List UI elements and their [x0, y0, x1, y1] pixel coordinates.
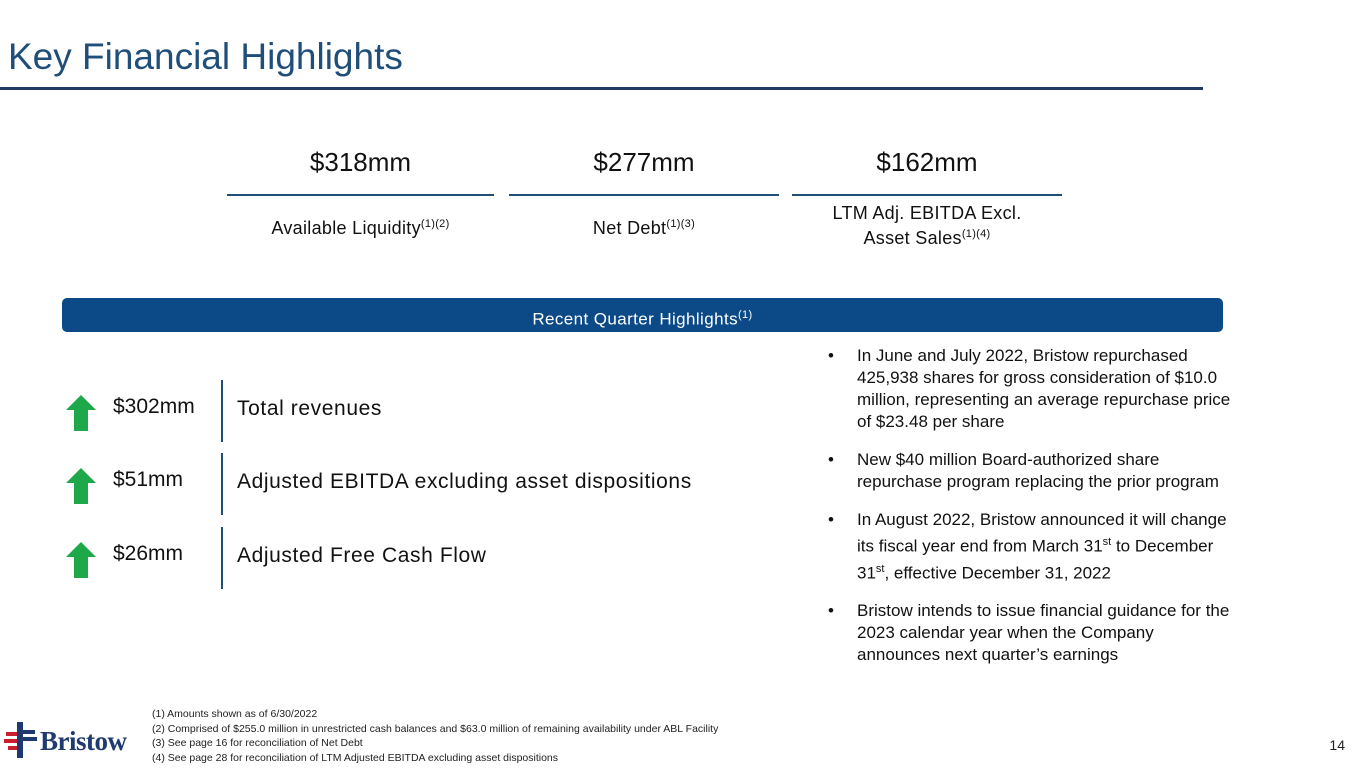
recent-quarter-banner: Recent Quarter Highlights(1) — [62, 298, 1223, 332]
bristow-logo: Bristow — [4, 722, 140, 762]
page-number: 14 — [1329, 737, 1345, 753]
up-arrow-icon — [66, 395, 96, 431]
metric-divider — [792, 194, 1062, 196]
footnote: (3) See page 16 for reconciliation of Ne… — [152, 737, 363, 749]
highlight-total-revenues: $302mm Total revenues — [66, 380, 426, 442]
highlight-label: Total revenues — [237, 397, 382, 420]
logo-wordmark: Bristow — [40, 726, 127, 756]
metric-ltm-adj-ebitda: $162mm LTM Adj. EBITDA Excl. Asset Sales… — [792, 144, 1062, 249]
bristow-flag-icon — [4, 722, 37, 758]
page-title: Key Financial Highlights — [8, 36, 403, 77]
metric-available-liquidity: $318mm Available Liquidity(1)(2) — [227, 144, 494, 239]
bullet-item: In June and July 2022, Bristow repurchas… — [826, 345, 1236, 433]
metric-label: Net Debt(1)(3) — [592, 218, 696, 238]
bullet-item: New $40 million Board-authorized share r… — [826, 449, 1236, 493]
up-arrow-icon — [66, 468, 96, 504]
footnotes: (1) Amounts shown as of 6/30/2022 (2) Co… — [152, 707, 718, 765]
metric-value: $277mm — [593, 147, 695, 177]
up-arrow-icon — [66, 542, 96, 578]
highlight-adjusted-fcf: $26mm Adjusted Free Cash Flow — [66, 527, 526, 589]
highlight-value: $26mm — [113, 542, 184, 565]
metric-divider — [509, 194, 779, 196]
metric-net-debt: $277mm Net Debt(1)(3) — [509, 144, 779, 239]
bullet-item: In August 2022, Bristow announced it wil… — [826, 509, 1236, 584]
highlight-label: Adjusted Free Cash Flow — [237, 544, 487, 567]
metric-value: $318mm — [309, 147, 412, 177]
highlight-divider — [221, 453, 223, 515]
highlight-adjusted-ebitda: $51mm Adjusted EBITDA excluding asset di… — [66, 453, 766, 515]
highlight-value: $302mm — [113, 395, 195, 418]
highlights-bullet-list: In June and July 2022, Bristow repurchas… — [826, 345, 1236, 682]
highlight-value: $51mm — [113, 468, 184, 491]
highlight-label: Adjusted EBITDA excluding asset disposit… — [237, 470, 692, 493]
metric-value: $162mm — [876, 147, 978, 177]
highlight-divider — [221, 380, 223, 442]
bullet-item: Bristow intends to issue financial guida… — [826, 600, 1236, 666]
highlight-divider — [221, 527, 223, 589]
footnote: (1) Amounts shown as of 6/30/2022 — [152, 708, 318, 720]
metric-divider — [227, 194, 494, 196]
metric-label: Available Liquidity(1)(2) — [271, 218, 450, 238]
metric-label: LTM Adj. EBITDA Excl. Asset Sales(1)(4) — [832, 203, 1022, 248]
footnote: (2) Comprised of $255.0 million in unres… — [152, 722, 719, 735]
footnote: (4) See page 28 for reconciliation of LT… — [152, 751, 559, 764]
title-underline — [0, 87, 1203, 90]
